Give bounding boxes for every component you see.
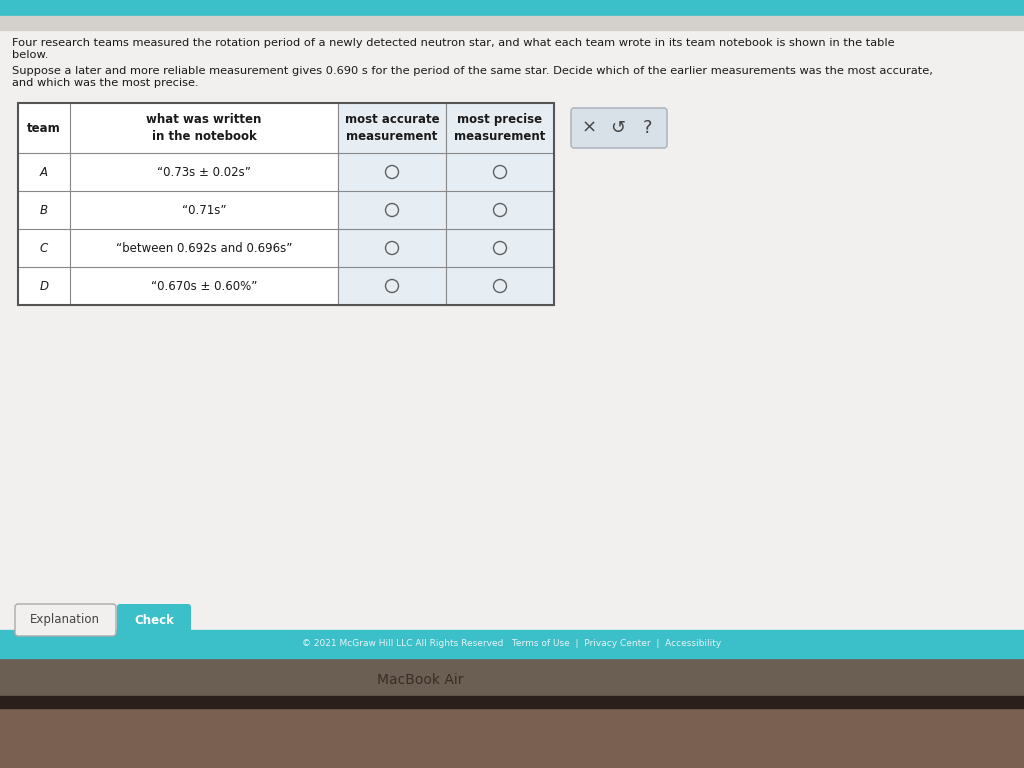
Text: A: A xyxy=(40,165,48,178)
Bar xyxy=(0,630,1024,658)
Text: most accurate
measurement: most accurate measurement xyxy=(345,113,439,143)
Text: what was written
in the notebook: what was written in the notebook xyxy=(146,113,262,143)
Text: B: B xyxy=(40,204,48,217)
Text: ↺: ↺ xyxy=(610,119,626,137)
FancyBboxPatch shape xyxy=(571,108,667,148)
Text: Check: Check xyxy=(134,614,174,627)
Text: Suppose a later and more reliable measurement gives 0.690 s for the period of th: Suppose a later and more reliable measur… xyxy=(12,66,933,76)
Bar xyxy=(0,658,1024,708)
Bar xyxy=(0,10,1024,630)
Text: ×: × xyxy=(582,119,597,137)
Bar xyxy=(338,103,446,305)
Text: below.: below. xyxy=(12,50,48,60)
Text: D: D xyxy=(40,280,48,293)
Bar xyxy=(446,103,554,305)
Text: Four research teams measured the rotation period of a newly detected neutron sta: Four research teams measured the rotatio… xyxy=(12,38,895,48)
Text: C: C xyxy=(40,241,48,254)
Bar xyxy=(0,696,1024,708)
Bar xyxy=(0,708,1024,768)
Bar xyxy=(0,16,1024,30)
Text: team: team xyxy=(27,121,60,134)
Bar xyxy=(0,0,1024,16)
Text: “0.73s ± 0.02s”: “0.73s ± 0.02s” xyxy=(157,165,251,178)
Text: © 2021 McGraw Hill LLC All Rights Reserved   Terms of Use  |  Privacy Center  | : © 2021 McGraw Hill LLC All Rights Reserv… xyxy=(302,640,722,648)
FancyBboxPatch shape xyxy=(15,604,116,636)
Text: “0.670s ± 0.60%”: “0.670s ± 0.60%” xyxy=(151,280,257,293)
Text: “0.71s”: “0.71s” xyxy=(181,204,226,217)
Text: MacBook Air: MacBook Air xyxy=(377,673,463,687)
Text: and which was the most precise.: and which was the most precise. xyxy=(12,78,199,88)
FancyBboxPatch shape xyxy=(117,604,191,636)
Text: “between 0.692s and 0.696s”: “between 0.692s and 0.696s” xyxy=(116,241,292,254)
Text: ?: ? xyxy=(642,119,651,137)
Bar xyxy=(18,103,554,305)
Text: most precise
measurement: most precise measurement xyxy=(455,113,546,143)
Bar xyxy=(18,103,554,305)
Text: Explanation: Explanation xyxy=(30,614,100,627)
